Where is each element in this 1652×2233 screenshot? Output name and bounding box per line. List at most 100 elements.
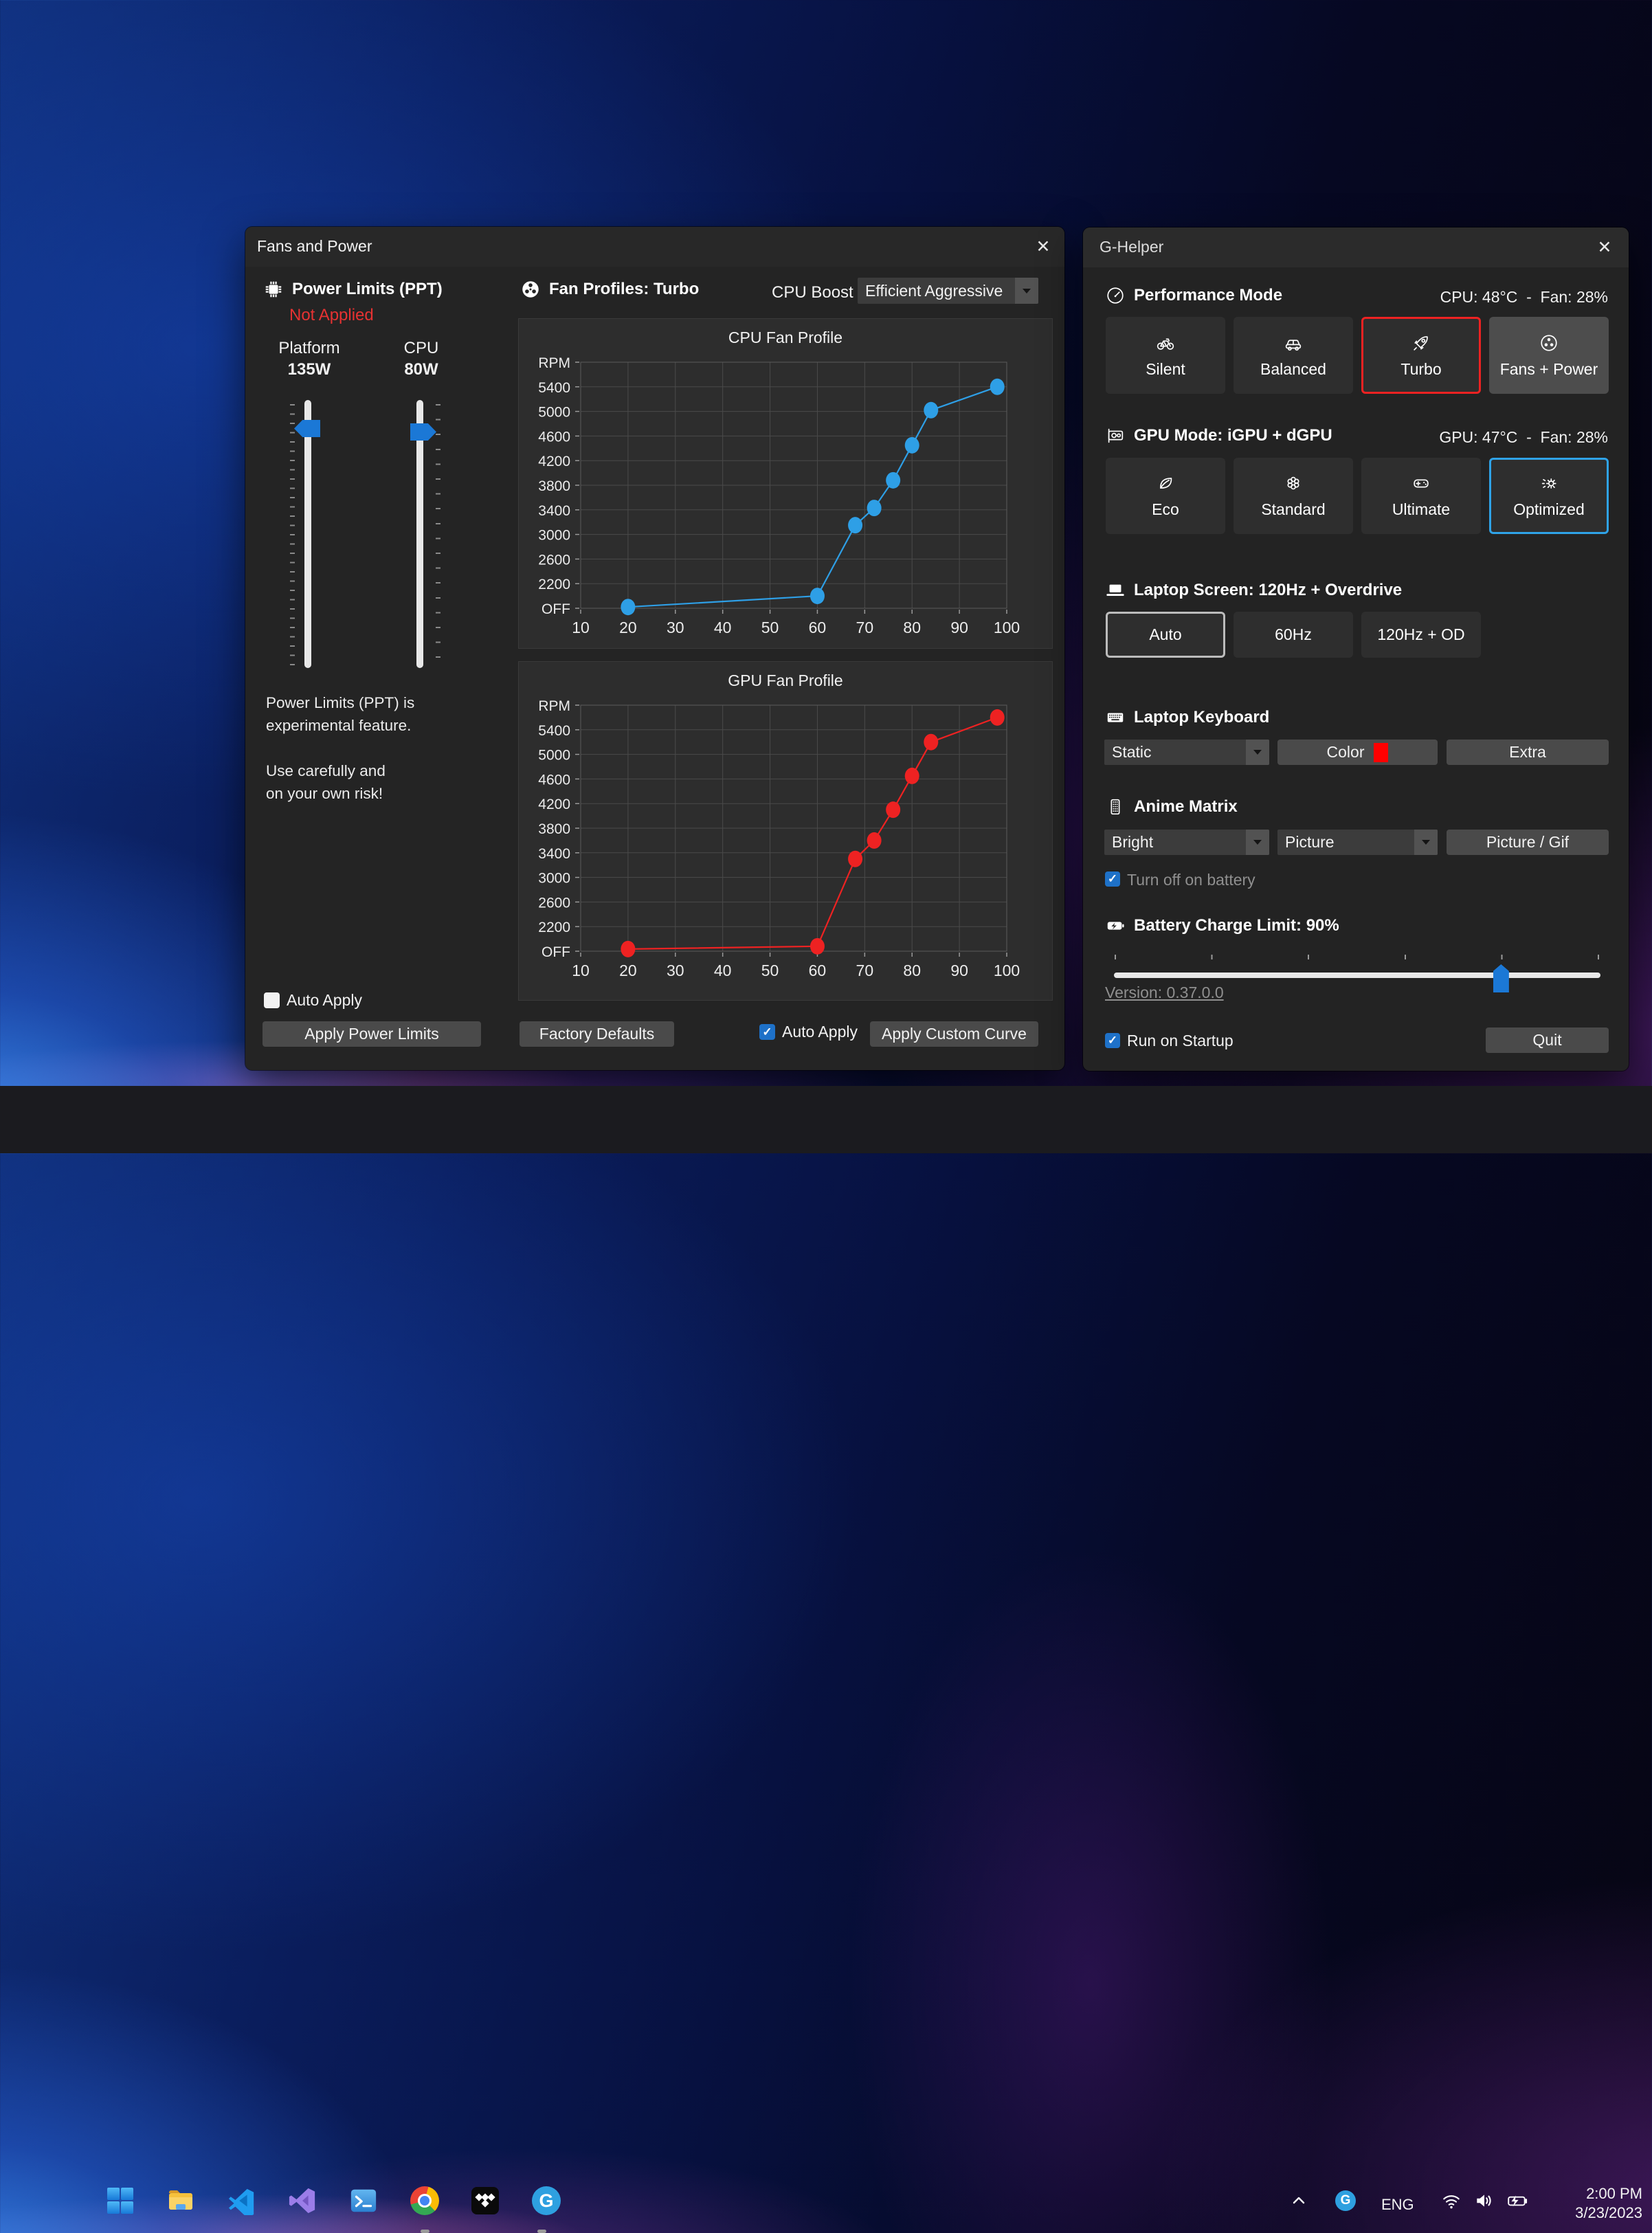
factory-defaults-button[interactable]: Factory Defaults: [520, 1021, 674, 1047]
chevron-down-icon[interactable]: [1246, 740, 1269, 765]
svg-text:60: 60: [809, 962, 827, 979]
battery-slider-thumb[interactable]: [1493, 964, 1509, 992]
chrome-icon: [410, 2186, 439, 2215]
tray-battery-button[interactable]: [1501, 2181, 1534, 2220]
chevron-down-icon[interactable]: [1015, 278, 1038, 304]
fans-and-power-window: Fans and Power ✕ Power Limits (PPT) Not …: [245, 227, 1064, 1070]
platform-slider-thumb[interactable]: [294, 419, 320, 437]
g-helper-window: G-Helper ✕ Performance Mode CPU: 48°C - …: [1083, 227, 1629, 1071]
cpu-boost-dropdown[interactable]: Efficient Aggressive: [858, 278, 1038, 304]
fan-profiles-header: Fan Profiles: Turbo: [520, 279, 699, 300]
matrix-mode-dropdown[interactable]: Picture: [1277, 830, 1438, 855]
silent-mode-button[interactable]: Silent: [1106, 317, 1225, 394]
svg-text:30: 30: [667, 619, 684, 636]
screen-60hz-button[interactable]: 60Hz: [1234, 612, 1353, 658]
svg-text:2200: 2200: [538, 920, 570, 935]
performance-mode-header: Performance Mode: [1105, 285, 1282, 306]
svg-text:5400: 5400: [538, 380, 570, 396]
battery-icon: [1107, 922, 1124, 930]
gpu-card-icon: [1108, 428, 1124, 443]
svg-text:50: 50: [761, 619, 779, 636]
svg-text:70: 70: [856, 962, 874, 979]
svg-text:OFF: OFF: [542, 601, 570, 617]
speaker-icon: [1477, 2195, 1491, 2207]
fans-power-button[interactable]: Fans + Power: [1489, 317, 1609, 394]
language-indicator[interactable]: ENG: [1381, 2196, 1414, 2213]
clock[interactable]: 2:00 PM 3/23/2023: [1575, 2184, 1642, 2223]
keyboard-extra-button[interactable]: Extra: [1447, 740, 1609, 765]
car-icon: [1285, 339, 1302, 351]
gpu-temp-status: GPU: 47°C - Fan: 28%: [1439, 428, 1608, 446]
matrix-brightness-dropdown[interactable]: Bright: [1104, 830, 1269, 855]
keyboard-color-button[interactable]: Color: [1277, 740, 1438, 765]
svg-text:3000: 3000: [538, 871, 570, 887]
platform-slider-ticks: [290, 404, 295, 667]
version-link[interactable]: Version: 0.37.0.0: [1105, 984, 1224, 1001]
ghelper-titlebar[interactable]: G-Helper ✕: [1083, 227, 1629, 267]
power-auto-apply-checkbox[interactable]: ✓: [264, 992, 280, 1008]
chevron-down-icon[interactable]: [1246, 830, 1269, 855]
matrix-icon: [1110, 799, 1120, 815]
start-button[interactable]: [101, 2181, 139, 2220]
apply-custom-curve-button[interactable]: Apply Custom Curve: [870, 1021, 1038, 1047]
vscode-button[interactable]: [223, 2181, 261, 2220]
matrix-battery-checkbox[interactable]: ✓: [1105, 871, 1120, 887]
tray-volume-button[interactable]: [1468, 2181, 1501, 2220]
platform-slider-track[interactable]: [304, 400, 311, 668]
flower-icon: [1287, 476, 1299, 490]
screen-auto-button[interactable]: Auto: [1106, 612, 1225, 658]
svg-text:100: 100: [994, 619, 1020, 636]
svg-text:90: 90: [950, 619, 968, 636]
terminal-icon: [350, 2189, 377, 2212]
laptop-icon: [1106, 584, 1124, 596]
matrix-picture-button[interactable]: Picture / Gif: [1447, 830, 1609, 855]
svg-text:RPM: RPM: [538, 355, 570, 371]
g-helper-button[interactable]: G: [527, 2181, 566, 2220]
svg-text:70: 70: [856, 619, 874, 636]
power-limits-title: Power Limits (PPT): [292, 280, 443, 298]
power-limits-note: Power Limits (PPT) is experimental featu…: [266, 694, 415, 802]
cpu-slider-thumb[interactable]: [410, 423, 436, 441]
svg-text:20: 20: [619, 962, 637, 979]
fans-window-titlebar[interactable]: Fans and Power ✕: [245, 227, 1064, 267]
ultimate-gpu-button[interactable]: Ultimate: [1361, 458, 1481, 534]
keyboard-mode-dropdown[interactable]: Static: [1104, 740, 1269, 765]
tidal-button[interactable]: [466, 2181, 504, 2220]
close-icon[interactable]: ✕: [1036, 237, 1051, 256]
terminal-button[interactable]: [344, 2181, 383, 2220]
svg-text:5000: 5000: [538, 405, 570, 421]
turbo-mode-button[interactable]: Turbo: [1361, 317, 1481, 394]
cpu-boost-label: CPU Boost: [772, 283, 853, 302]
apply-power-limits-button[interactable]: Apply Power Limits: [263, 1021, 481, 1047]
tray-network-button[interactable]: [1435, 2181, 1468, 2220]
cpu-chip-icon: [265, 281, 282, 298]
close-icon[interactable]: ✕: [1597, 238, 1612, 257]
cpu-chart-title: CPU Fan Profile: [728, 329, 843, 346]
svg-text:80: 80: [903, 962, 921, 979]
standard-gpu-button[interactable]: Standard: [1234, 458, 1353, 534]
battery-slider-ticks: [1115, 955, 1601, 959]
fan-icon: [1541, 334, 1557, 351]
optimized-gpu-button[interactable]: Optimized: [1489, 458, 1609, 534]
quit-button[interactable]: Quit: [1486, 1027, 1609, 1053]
chrome-button[interactable]: [405, 2181, 444, 2220]
laptop-keyboard-header: Laptop Keyboard: [1105, 707, 1269, 728]
svg-text:2600: 2600: [538, 895, 570, 911]
svg-text:OFF: OFF: [542, 944, 570, 960]
svg-text:50: 50: [761, 962, 779, 979]
tray-g-helper-button[interactable]: G: [1329, 2181, 1362, 2220]
run-on-startup-checkbox[interactable]: ✓: [1105, 1033, 1120, 1048]
wifi-icon: [1443, 2195, 1460, 2209]
battery-slider-track[interactable]: [1114, 973, 1600, 978]
tray-chevron-button[interactable]: [1282, 2181, 1315, 2220]
eco-gpu-button[interactable]: Eco: [1106, 458, 1225, 534]
balanced-mode-button[interactable]: Balanced: [1234, 317, 1353, 394]
file-explorer-button[interactable]: [161, 2181, 200, 2220]
visual-studio-button[interactable]: [283, 2181, 322, 2220]
chevron-down-icon[interactable]: [1414, 830, 1438, 855]
screen-120hz-button[interactable]: 120Hz + OD: [1361, 612, 1481, 658]
curve-auto-apply-checkbox[interactable]: ✓: [759, 1024, 775, 1040]
svg-text:3000: 3000: [538, 528, 570, 544]
cpu-slider-track[interactable]: [416, 400, 423, 668]
running-indicator: [537, 2230, 546, 2233]
